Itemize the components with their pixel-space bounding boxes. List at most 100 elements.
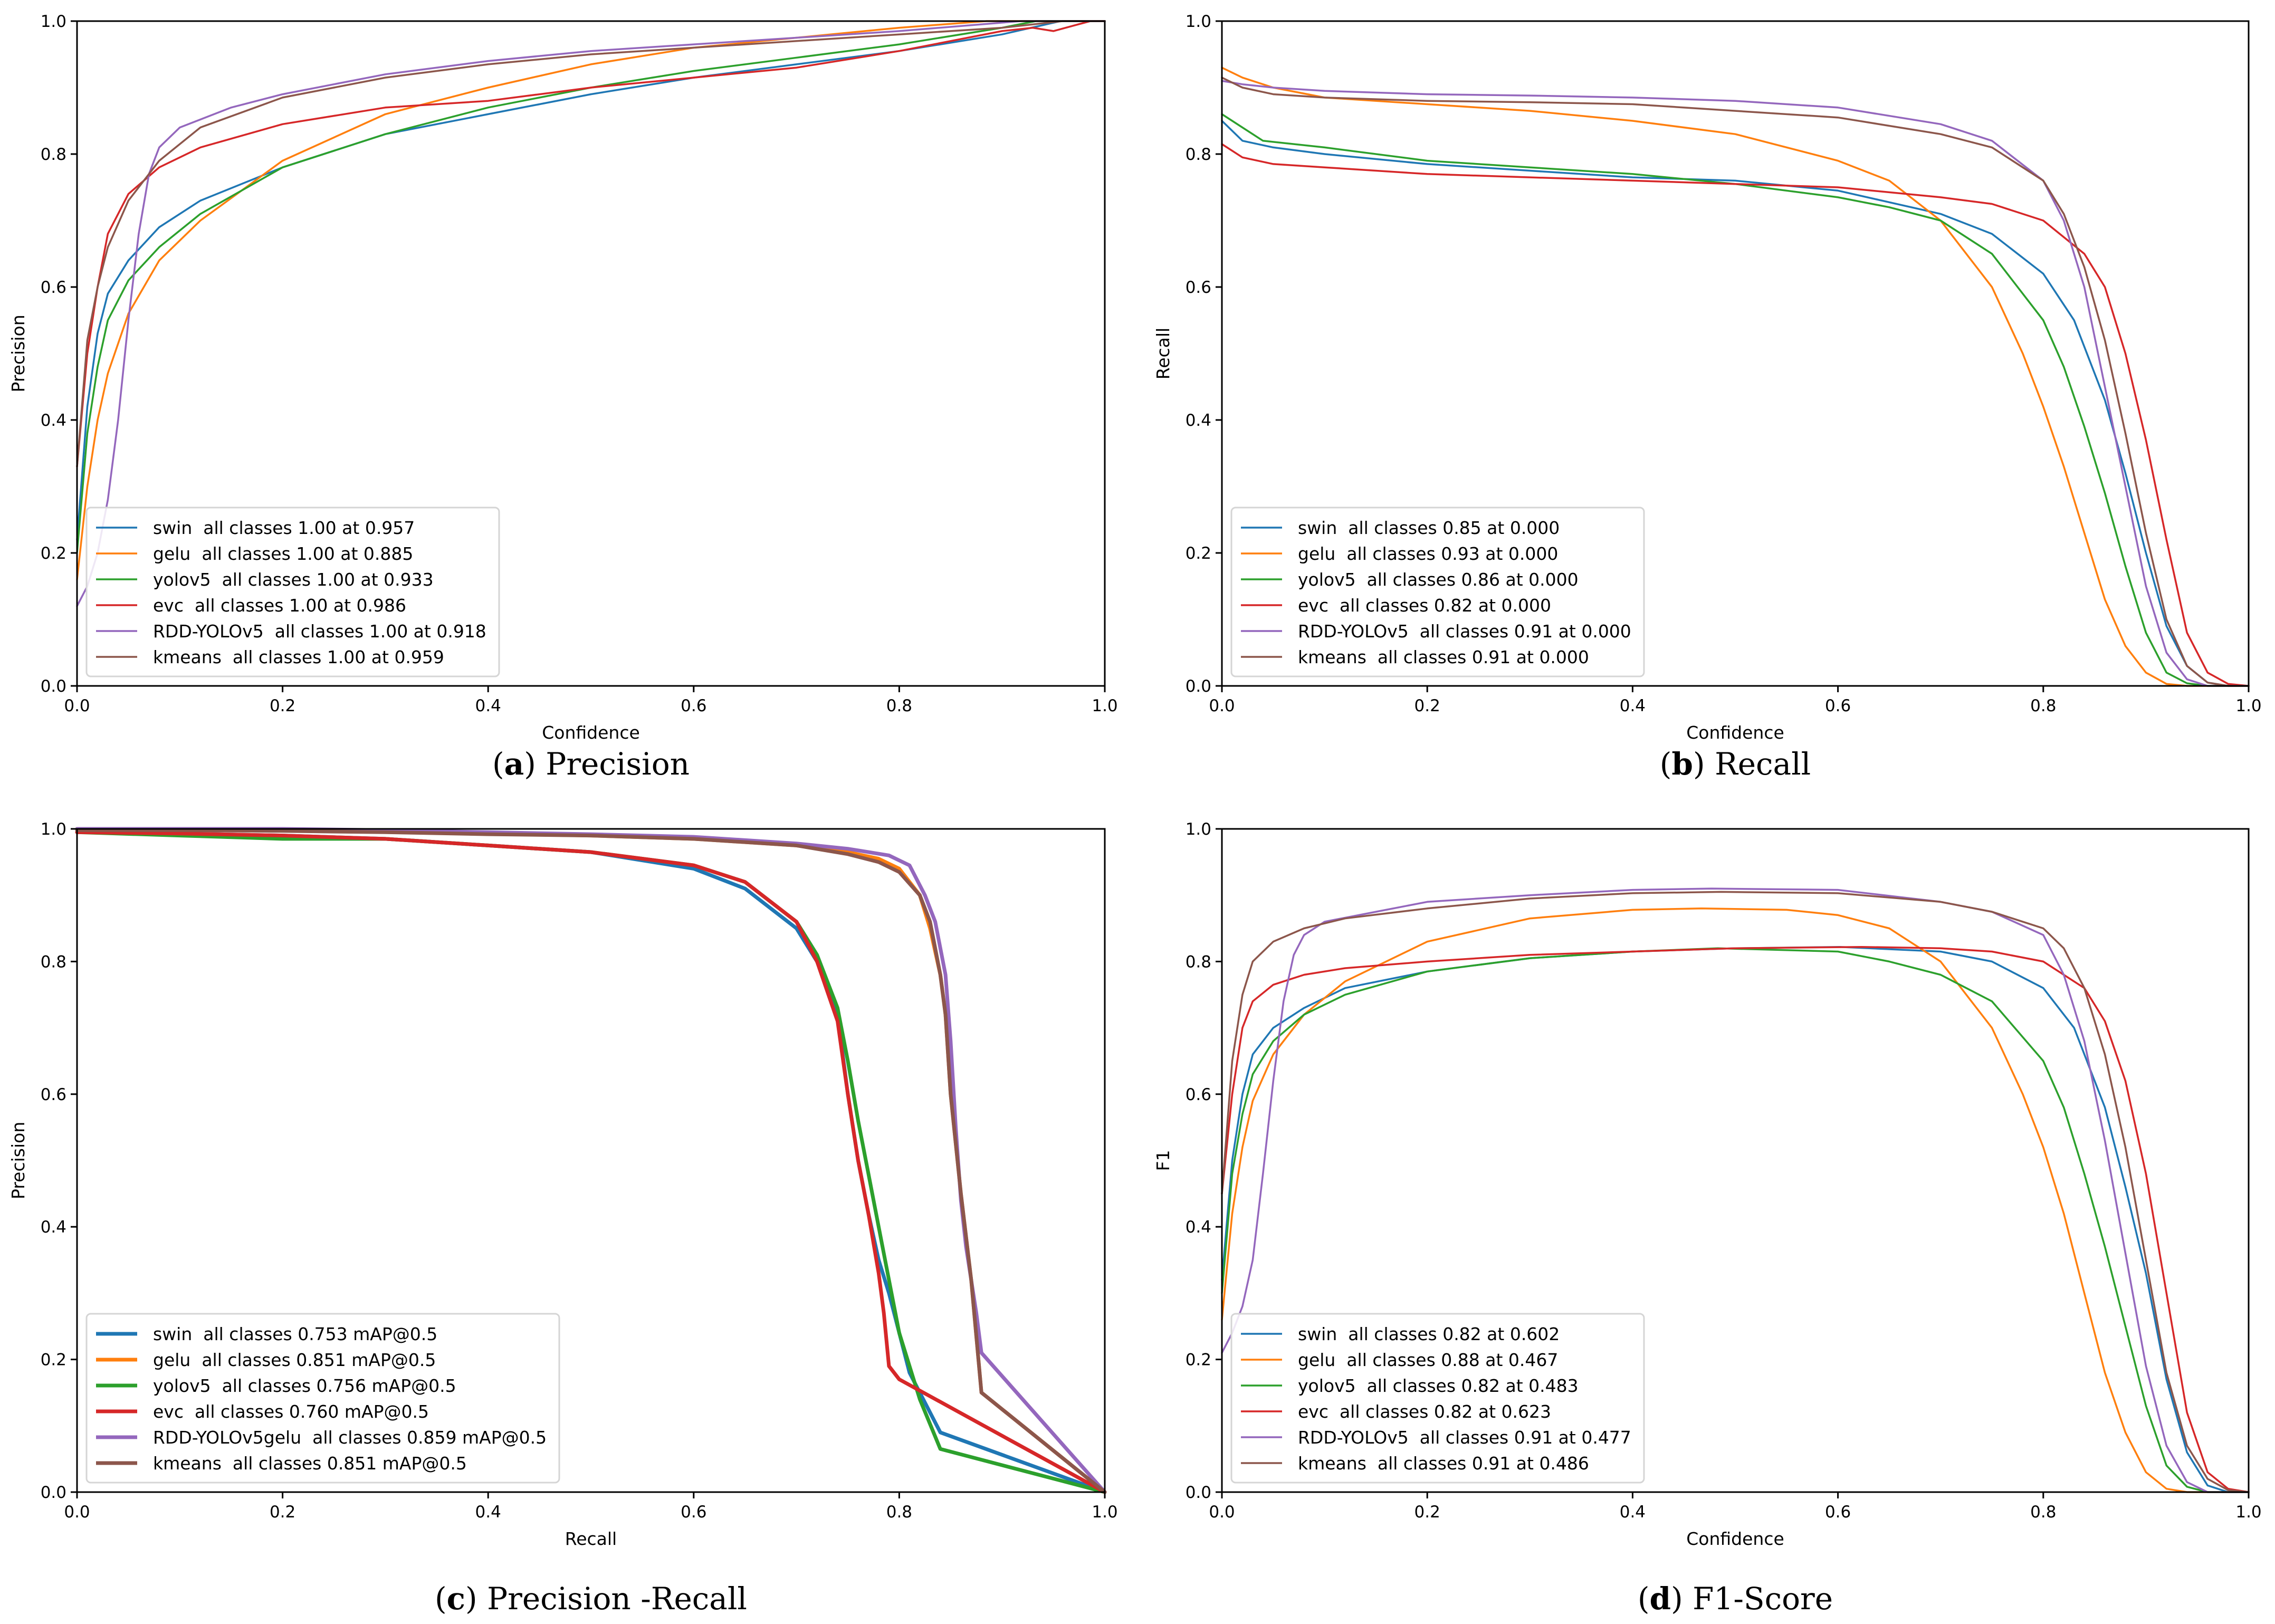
legend-label: evc all classes 0.82 at 0.623 — [1298, 1401, 1551, 1422]
series-line-swin — [1221, 945, 2250, 1493]
y-tick-label: 1.0 — [41, 12, 66, 31]
caption-text: Recall — [1715, 746, 1811, 782]
axes-frame — [76, 20, 1106, 687]
series-line-kmeans — [1221, 77, 2250, 687]
series-line-yolov5 — [1221, 113, 2250, 687]
x-tick-label: 0.8 — [886, 1503, 912, 1522]
x-axis-label: Confidence — [542, 722, 640, 743]
x-tick-label: 0.8 — [2030, 1503, 2056, 1522]
x-axis-label: Confidence — [1686, 1529, 1784, 1549]
y-tick-label: 1.0 — [41, 820, 66, 839]
series-group — [75, 827, 1107, 1494]
x-tick-label: 0.2 — [270, 696, 295, 715]
x-tick-label: 0.6 — [1825, 696, 1851, 715]
series-line-kmeans — [76, 20, 1106, 467]
x-tick-label: 0.2 — [1414, 1503, 1440, 1522]
series-line-kmeans — [1221, 891, 2250, 1493]
legend: swin all classes 0.753 mAP@0.5 gelu all c… — [85, 1313, 560, 1484]
legend-label: evc all classes 0.760 mAP@0.5 — [153, 1401, 429, 1422]
caption-paren-close: ) — [465, 1581, 487, 1617]
y-tick-label: 0.4 — [1186, 1218, 1211, 1237]
y-tick-label: 0.2 — [41, 544, 66, 563]
y-tick-label: 0.6 — [41, 1085, 66, 1104]
legend-label: RDD-YOLOv5 all classes 0.91 at 0.477 — [1298, 1427, 1631, 1448]
f1-chart: 0.0 0.2 0.4 0.6 0.8 1.0 0.0 0.2 0.4 0.6 0.8 1.0 Conf… — [1153, 820, 2262, 1617]
legend-label: kmeans all classes 0.91 at 0.486 — [1298, 1453, 1589, 1474]
series-line-gelu — [76, 20, 1106, 581]
y-axis-label: Precision — [8, 314, 28, 392]
y-tick-label: 0.0 — [1186, 1483, 1211, 1502]
caption-text: F1-Score — [1693, 1581, 1833, 1617]
x-tick-label: 0.0 — [64, 1503, 90, 1522]
caption-paren-close: ) — [1693, 746, 1715, 782]
legend: swin all classes 0.82 at 0.602 gelu all c… — [1230, 1313, 1645, 1484]
x-tick-label: 0.6 — [681, 696, 706, 715]
x-tick-label: 1.0 — [2235, 1503, 2261, 1522]
legend-label: gelu all classes 1.00 at 0.885 — [153, 543, 413, 564]
legend-label: evc all classes 1.00 at 0.986 — [153, 595, 406, 616]
caption-letter: a — [504, 746, 524, 782]
y-tick-label: 0.4 — [41, 411, 66, 430]
series-group — [1221, 887, 2250, 1493]
series-line-yolov5 — [76, 20, 1106, 554]
y-tick-label: 0.4 — [41, 1218, 66, 1237]
recall-chart: 0.0 0.2 0.4 0.6 0.8 1.0 0.0 0.2 0.4 0.6 0.8 1.0 Conf… — [1153, 12, 2262, 782]
series-line-evc — [1221, 143, 2250, 687]
y-tick-label: 1.0 — [1186, 12, 1211, 31]
caption-paren-open: ( — [435, 1581, 447, 1617]
series-line-evc — [1221, 945, 2250, 1493]
y-tick-label: 0.0 — [1186, 677, 1211, 696]
caption-paren-close: ) — [1671, 1581, 1693, 1617]
x-tick-label: 1.0 — [2235, 696, 2261, 715]
legend-label: gelu all classes 0.93 at 0.000 — [1298, 543, 1558, 564]
x-tick-label: 0.4 — [475, 1503, 501, 1522]
legend-box — [1230, 1313, 1645, 1484]
legend-label: yolov5 all classes 1.00 at 0.933 — [153, 569, 434, 590]
y-tick-label: 0.8 — [1186, 952, 1211, 971]
legend-label: swin all classes 0.753 mAP@0.5 — [153, 1324, 437, 1344]
series-line-evc — [76, 20, 1106, 467]
legend-label: yolov5 all classes 0.756 mAP@0.5 — [153, 1375, 456, 1396]
y-tick-label: 0.0 — [41, 1483, 66, 1502]
x-tick-label: 0.8 — [2030, 696, 2056, 715]
series-line-rdd — [1221, 80, 2250, 687]
legend-label: gelu all classes 0.851 mAP@0.5 — [153, 1350, 436, 1370]
x-tick-label: 0.4 — [1620, 1503, 1646, 1522]
legend-label: swin all classes 0.85 at 0.000 — [1298, 518, 1560, 538]
legend-label: gelu all classes 0.88 at 0.467 — [1298, 1350, 1558, 1370]
caption-paren-open: ( — [492, 746, 504, 782]
legend-label: RDD-YOLOv5 all classes 1.00 at 0.918 — [153, 621, 486, 642]
x-tick-label: 0.2 — [270, 1503, 295, 1522]
x-tick-label: 0.4 — [1620, 696, 1646, 715]
y-tick-label: 0.6 — [1186, 1085, 1211, 1104]
caption-paren-open: ( — [1638, 1581, 1650, 1617]
caption: (d) F1-Score — [1638, 1581, 1833, 1617]
series-line-rdd — [76, 20, 1106, 607]
series-group — [76, 20, 1106, 607]
y-tick-label: 0.8 — [41, 952, 66, 971]
legend-box — [85, 507, 500, 677]
y-tick-label: 0.4 — [1186, 411, 1211, 430]
legend-label: yolov5 all classes 0.86 at 0.000 — [1298, 569, 1579, 590]
legend-label: kmeans all classes 0.851 mAP@0.5 — [153, 1453, 467, 1474]
y-tick-label: 0.2 — [1186, 1351, 1211, 1370]
x-tick-label: 0.0 — [64, 696, 90, 715]
caption-paren-close: ) — [524, 746, 546, 782]
series-line-swin — [76, 20, 1106, 541]
x-tick-label: 1.0 — [1092, 1503, 1117, 1522]
y-axis-label: F1 — [1153, 1150, 1173, 1171]
x-tick-label: 0.8 — [886, 696, 912, 715]
x-tick-label: 0.0 — [1209, 1503, 1235, 1522]
x-tick-label: 0.0 — [1209, 696, 1235, 715]
x-tick-label: 1.0 — [1092, 696, 1117, 715]
series-group — [1221, 66, 2250, 687]
legend: swin all classes 1.00 at 0.957 gelu all c… — [85, 507, 500, 677]
legend-label: evc all classes 0.82 at 0.000 — [1298, 595, 1551, 616]
y-tick-label: 0.0 — [41, 677, 66, 696]
series-line-evc — [75, 830, 1107, 1494]
series-line-kmeans — [75, 828, 1107, 1494]
legend-box — [85, 1313, 560, 1484]
axes-frame — [1221, 828, 2250, 1493]
series-line-rdd — [1221, 887, 2250, 1493]
legend-label: kmeans all classes 1.00 at 0.959 — [153, 647, 444, 667]
